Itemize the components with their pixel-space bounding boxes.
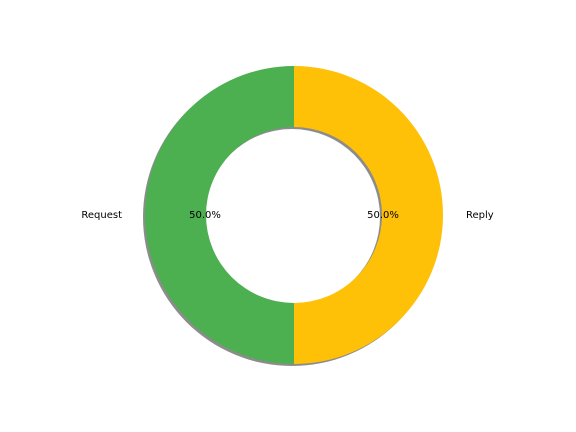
donut-slices — [145, 66, 443, 364]
percent-label-request: 50.0% — [189, 210, 221, 221]
category-label-request: Request — [81, 210, 122, 221]
slice-reply — [294, 66, 443, 364]
category-label-reply: Reply — [466, 210, 494, 221]
percent-label-reply: 50.0% — [367, 210, 399, 221]
donut-labels: Reply 50.0% Request 50.0% — [81, 210, 493, 221]
slice-request — [145, 66, 294, 364]
